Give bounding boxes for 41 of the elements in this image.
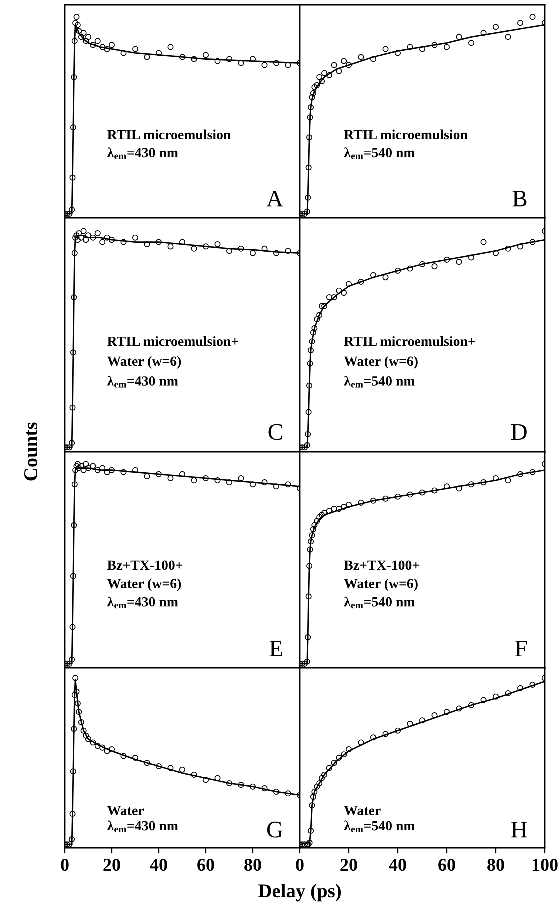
x-tick-label: 60 (438, 858, 456, 872)
annotation: Water (107, 806, 144, 816)
annotation: λ$_{em}$=540 nm (344, 596, 416, 609)
annotation: F (515, 641, 527, 656)
annotation: λ$_{em}$=430 nm (107, 376, 178, 388)
annotation: Water (w=6) (344, 578, 418, 592)
annotation: D (511, 424, 527, 440)
x-tick-label: 0 (296, 858, 304, 872)
annotation: λ$_{em}$=540 nm (344, 820, 416, 833)
x-tick-label: 20 (340, 858, 358, 872)
annotation: Bz+TX-100+ (108, 560, 183, 570)
x-tick-label: 0 (61, 858, 69, 872)
annotation: E (270, 641, 282, 656)
annotation: Water (344, 806, 381, 816)
x-tick-label: 80 (488, 858, 504, 872)
x-tick-label: 20 (104, 858, 120, 872)
annotation: C (268, 424, 282, 440)
annotation: B (512, 191, 527, 207)
annotation: λ$_{em}$=430 nm (107, 148, 178, 160)
annotation: H (511, 822, 528, 838)
x-tick-label: 40 (389, 858, 406, 872)
annotation: Water (w=6) (107, 356, 182, 369)
x-tick-label: 80 (244, 858, 262, 872)
annotation: RTIL microemulsion+ (108, 336, 238, 346)
annotation: λ$_{em}$=540 nm (344, 376, 416, 388)
annotation: Water (w=6) (344, 356, 418, 369)
x-axis-title: Delay (ps) (258, 884, 341, 902)
annotation: RTIL microemulsion+ (344, 336, 476, 346)
annotation: λ$_{em}$=430 nm (107, 820, 178, 833)
annotation: RTIL microemulsion (108, 130, 231, 140)
annotation: RTIL microemulsion (344, 130, 468, 140)
x-tick-label: 40 (150, 858, 168, 872)
annotation: λ$_{em}$=540 nm (344, 148, 416, 160)
annotation: λ$_{em}$=430 nm (107, 596, 178, 609)
annotation: G (267, 822, 283, 838)
annotation: Bz+TX-100+ (344, 560, 420, 570)
annotation: A (266, 190, 284, 207)
x-tick-label: 60 (198, 858, 214, 872)
annotation: Water (w=6) (107, 578, 182, 592)
y-axis-title: Counts (24, 422, 38, 481)
x-tick-label: 100 (532, 858, 558, 872)
